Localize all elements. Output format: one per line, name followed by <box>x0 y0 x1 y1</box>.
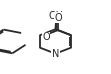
Text: O: O <box>42 32 50 42</box>
Text: OH: OH <box>49 11 64 21</box>
Text: N: N <box>52 49 59 59</box>
Text: O: O <box>54 13 62 23</box>
